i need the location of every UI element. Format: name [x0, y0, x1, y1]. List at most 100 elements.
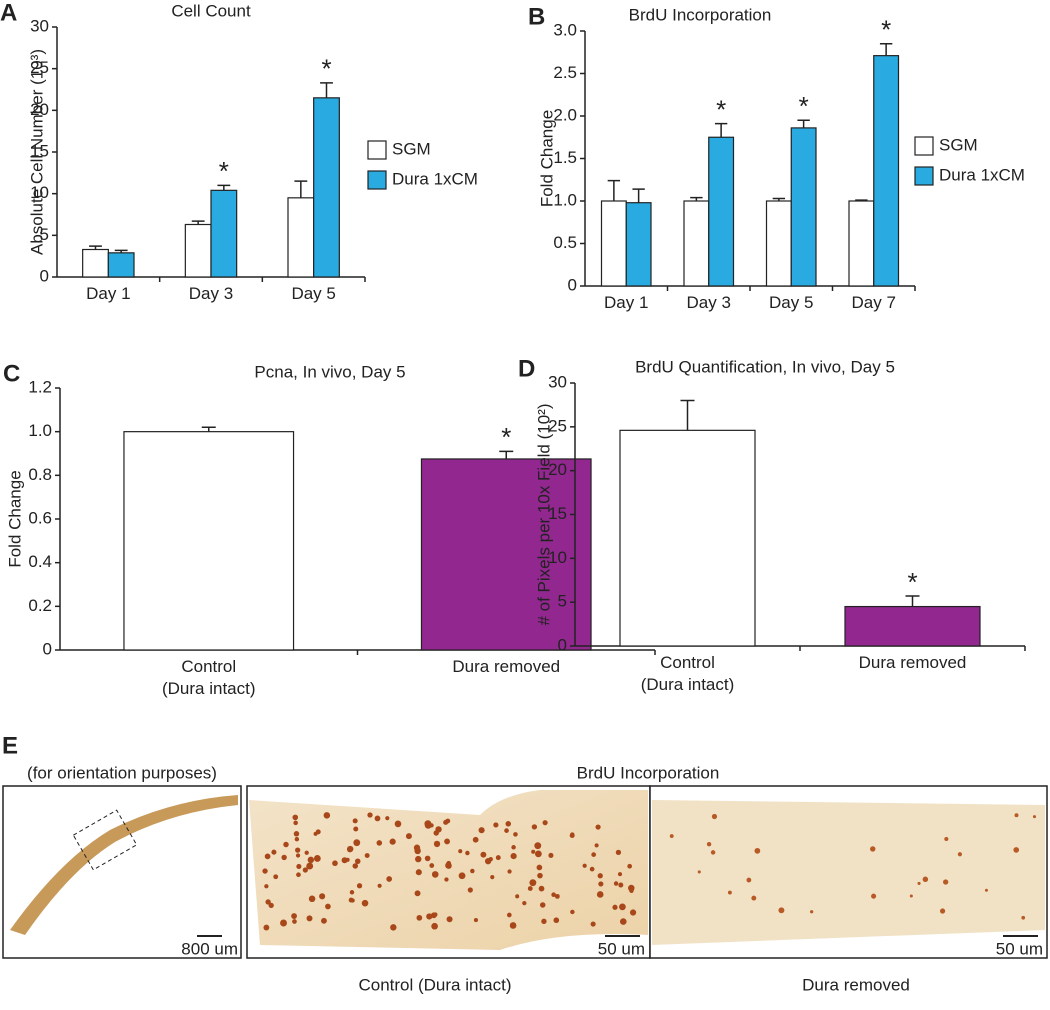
cell	[458, 872, 466, 880]
cell	[353, 826, 359, 832]
cell	[473, 918, 478, 923]
y-axis-label: Fold Change	[537, 110, 556, 207]
significance: *	[219, 156, 229, 186]
error-bar	[499, 450, 514, 459]
cell	[264, 884, 269, 889]
bar	[600, 200, 627, 287]
y-tick-label: 0.8	[28, 465, 52, 484]
cell	[1021, 915, 1026, 920]
cell	[262, 868, 268, 874]
error-bar	[191, 220, 205, 225]
caption: BrdU Incorporation	[577, 763, 720, 782]
cell	[315, 829, 321, 835]
tissue	[10, 795, 238, 935]
bar	[184, 223, 212, 278]
cell	[554, 893, 560, 899]
bar	[420, 458, 592, 651]
cell	[345, 857, 350, 862]
cell	[349, 890, 355, 895]
y-tick-label: 1.0	[553, 190, 577, 209]
cell	[292, 814, 299, 821]
cell	[619, 903, 626, 911]
cell	[296, 863, 302, 870]
cell	[424, 820, 432, 828]
cell	[414, 890, 421, 897]
y-tick-label: 0.6	[28, 508, 52, 527]
cell	[629, 888, 634, 893]
cell	[444, 877, 449, 882]
bar	[708, 136, 735, 287]
cell	[321, 917, 327, 924]
cell	[909, 894, 913, 898]
cell	[541, 918, 547, 924]
cell	[264, 853, 271, 860]
bar	[107, 252, 135, 278]
cell	[505, 821, 512, 827]
cell	[618, 882, 624, 888]
legend-label: SGM	[392, 139, 431, 158]
cell	[870, 846, 876, 852]
cell	[490, 875, 495, 880]
cell	[356, 883, 363, 889]
cell	[268, 902, 274, 909]
cell	[295, 853, 301, 858]
cell	[443, 819, 449, 825]
cell	[353, 839, 361, 847]
y-tick-label: 0.2	[28, 596, 52, 615]
bar	[765, 200, 792, 287]
bar	[848, 200, 875, 287]
cell	[323, 812, 331, 819]
cell	[529, 879, 537, 887]
cell	[957, 852, 962, 857]
y-tick-label: 20	[548, 460, 567, 479]
cell	[669, 834, 674, 838]
cell	[295, 847, 301, 853]
cell	[534, 850, 542, 858]
tissue	[249, 790, 648, 950]
significance: *	[501, 422, 511, 452]
y-tick-label: 30	[548, 372, 567, 391]
cell	[364, 853, 370, 859]
y-tick-label: 5	[558, 592, 567, 611]
cell	[431, 922, 438, 930]
x-tick-label: Control (Dura intact)	[640, 653, 735, 694]
cell	[569, 832, 575, 839]
error-bar	[294, 180, 308, 198]
cell	[478, 827, 485, 834]
bar	[82, 248, 109, 278]
cell	[944, 836, 949, 842]
error-bar	[201, 426, 216, 432]
y-tick-label: 15	[30, 141, 49, 160]
cell	[444, 838, 451, 845]
significance: *	[907, 567, 917, 597]
bar	[619, 429, 756, 647]
cell	[293, 820, 298, 826]
x-tick-label: Dura removed	[452, 657, 561, 676]
cell	[415, 855, 422, 863]
cell	[513, 832, 518, 837]
cell	[539, 902, 546, 908]
cell	[308, 895, 316, 903]
cell	[470, 868, 475, 874]
cell	[922, 876, 929, 882]
error-bar	[879, 43, 893, 56]
cell	[348, 897, 354, 903]
cell	[414, 847, 421, 855]
error-bar	[905, 595, 920, 607]
cell	[871, 893, 877, 899]
error-bar	[855, 199, 868, 201]
chart-title: Cell Count	[171, 1, 251, 20]
cell	[296, 872, 301, 878]
cell	[377, 883, 382, 888]
cell	[506, 912, 512, 918]
cell	[939, 908, 946, 914]
x-tick-label: Control (Dura intact)	[161, 657, 256, 698]
error-bar	[772, 197, 786, 201]
legend-label: Dura 1xCM	[392, 169, 478, 188]
x-tick-label: Day 3	[686, 293, 731, 312]
cell	[711, 813, 718, 820]
y-tick-label: 2.5	[553, 63, 577, 82]
caption: Dura removed	[802, 975, 910, 994]
cell	[697, 870, 701, 874]
